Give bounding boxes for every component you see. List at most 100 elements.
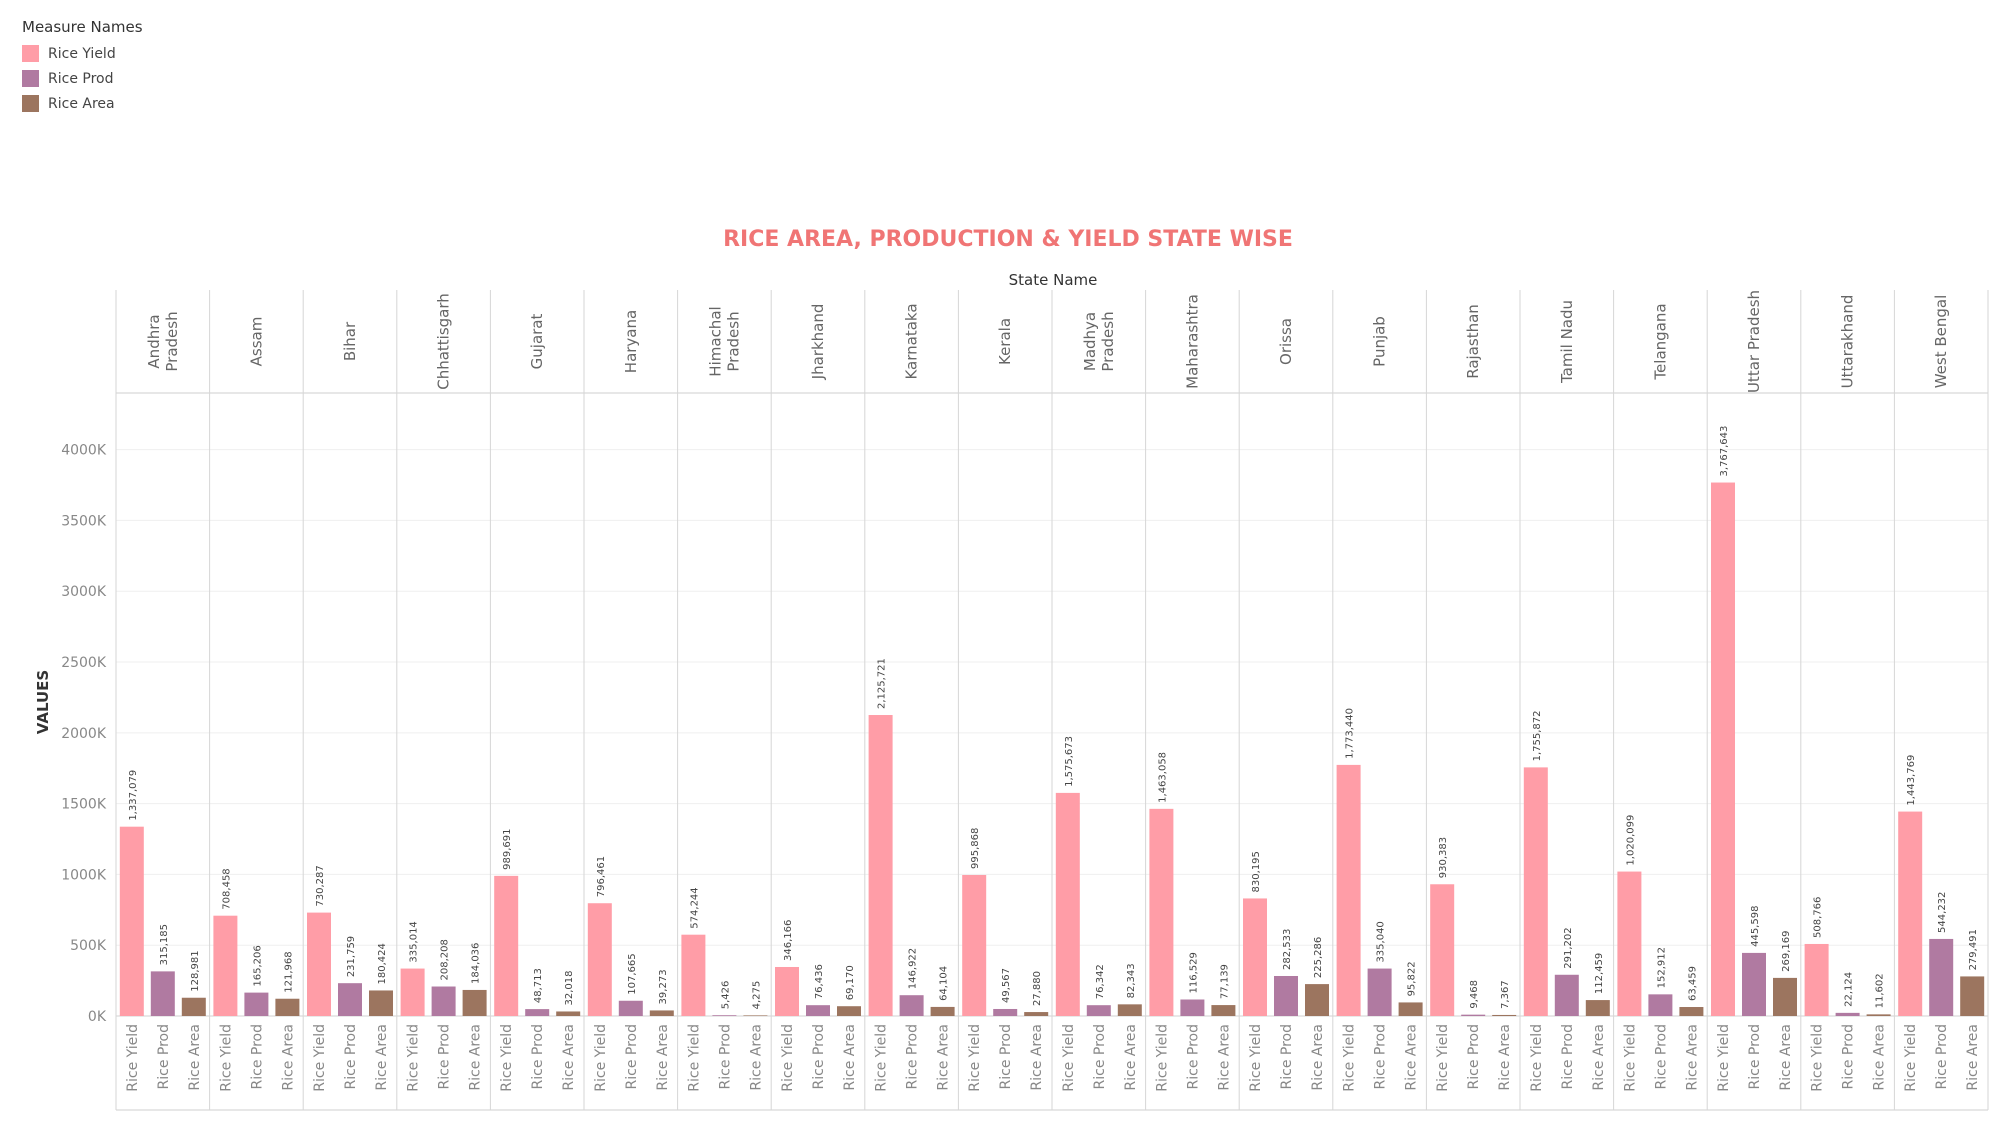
state-name-label: Maharashtra — [1183, 294, 1201, 389]
bar-rice-yield — [962, 874, 987, 1016]
y-tick-label: 0K — [88, 1009, 107, 1025]
measure-tick-label: Rice Area — [748, 1024, 764, 1091]
y-tick-label: 3000K — [61, 584, 107, 600]
data-label: 1,463,058 — [1157, 752, 1168, 803]
state-name-line: Jharkhand — [809, 304, 827, 381]
data-label: 128,981 — [190, 950, 201, 991]
bar-rice-yield — [1804, 943, 1829, 1016]
measure-tick-label: Rice Area — [936, 1024, 952, 1091]
y-tick-label: 3500K — [61, 513, 107, 529]
bar-rice-area — [1398, 1002, 1423, 1016]
measure-tick-label: Rice Yield — [1154, 1024, 1170, 1092]
data-label: 2,125,721 — [877, 658, 888, 709]
measure-tick-label: Rice Prod — [717, 1024, 733, 1089]
data-label: 152,912 — [1656, 947, 1667, 988]
data-label: 121,968 — [283, 951, 294, 992]
legend-item-rice-yield[interactable]: Rice Yield — [22, 41, 143, 66]
bar-rice-area — [1866, 1014, 1891, 1016]
data-label: 231,759 — [346, 936, 357, 977]
state-name-label: Punjab — [1371, 316, 1389, 367]
bar-rice-prod — [525, 1009, 550, 1016]
measure-tick-label: Rice Area — [1497, 1024, 1513, 1091]
state-name-line: Chhattisgarh — [435, 293, 453, 390]
bar-rice-area — [743, 1015, 768, 1016]
measure-tick-label: Rice Yield — [499, 1024, 515, 1092]
state-name-label: MadhyaPradesh — [1081, 311, 1117, 371]
state-name-label: Uttar Pradesh — [1745, 290, 1763, 393]
measure-tick-label: Rice Prod — [1560, 1024, 1576, 1089]
measure-tick-label: Rice Prod — [1373, 1024, 1389, 1089]
data-label: 27,880 — [1032, 971, 1043, 1006]
measure-tick-label: Rice Yield — [1529, 1024, 1545, 1092]
measure-tick-label: Rice Area — [1778, 1024, 1794, 1091]
state-name-label: Tamil Nadu — [1558, 300, 1576, 384]
bar-rice-yield — [1523, 767, 1548, 1016]
bar-rice-prod — [431, 986, 456, 1016]
state-name-line: Himachal — [706, 306, 724, 376]
measure-tick-label: Rice Prod — [1747, 1024, 1763, 1089]
data-label: 64,104 — [939, 966, 950, 1001]
y-tick-label: 4000K — [61, 443, 107, 459]
state-name-label: Assam — [247, 317, 265, 367]
data-label: 445,598 — [1750, 906, 1761, 947]
data-label: 3,767,643 — [1719, 426, 1730, 477]
data-label: 63,459 — [1687, 966, 1698, 1001]
legend-label: Rice Yield — [48, 45, 116, 62]
data-label: 508,766 — [1813, 897, 1824, 938]
bar-rice-yield — [307, 912, 331, 1016]
data-label: 116,529 — [1188, 952, 1199, 993]
bar-rice-area — [1024, 1012, 1049, 1016]
data-label: 989,691 — [502, 829, 513, 870]
data-label: 11,602 — [1875, 973, 1886, 1008]
bar-rice-yield — [494, 875, 519, 1016]
data-label: 225,286 — [1313, 937, 1324, 978]
data-label: 22,124 — [1844, 972, 1855, 1007]
measure-tick-label: Rice Yield — [406, 1024, 422, 1092]
data-label: 76,342 — [1095, 964, 1106, 999]
measure-tick-label: Rice Yield — [1342, 1024, 1358, 1092]
data-label: 82,343 — [1126, 963, 1137, 998]
bar-rice-yield — [1149, 808, 1174, 1016]
measure-tick-label: Rice Yield — [125, 1024, 141, 1092]
measure-tick-label: Rice Prod — [1185, 1024, 1201, 1089]
data-label: 1,575,673 — [1064, 736, 1075, 787]
data-label: 69,170 — [845, 965, 856, 1000]
state-name-line: Bihar — [341, 321, 359, 361]
bar-rice-area — [1679, 1007, 1704, 1016]
data-label: 77,139 — [1219, 964, 1230, 999]
data-label: 1,337,079 — [128, 770, 139, 821]
bar-rice-prod — [1180, 999, 1205, 1016]
data-label: 544,232 — [1937, 892, 1948, 933]
state-name-label: Chhattisgarh — [435, 293, 453, 390]
data-label: 830,195 — [1251, 851, 1262, 892]
legend-swatch-rice-prod — [22, 70, 39, 87]
measure-tick-label: Rice Prod — [998, 1024, 1014, 1089]
bar-rice-prod — [338, 983, 362, 1016]
measure-tick-label: Rice Prod — [1279, 1024, 1295, 1089]
state-name-line: Uttarakhand — [1839, 295, 1857, 389]
data-label: 346,166 — [783, 920, 794, 961]
state-name-line: Pradesh — [724, 311, 742, 371]
bar-rice-prod — [150, 971, 175, 1016]
bar-rice-prod — [712, 1015, 737, 1016]
data-label: 49,567 — [1001, 968, 1012, 1003]
legend-item-rice-prod[interactable]: Rice Prod — [22, 66, 143, 91]
y-tick-label: 1500K — [61, 797, 107, 813]
measure-tick-label: Rice Yield — [1716, 1024, 1732, 1092]
bar-rice-area — [1773, 977, 1797, 1016]
column-header: State Name — [1009, 271, 1098, 289]
legend-title: Measure Names — [22, 18, 143, 36]
measure-tick-label: Rice Area — [1872, 1024, 1888, 1091]
measure-tick-label: Rice Yield — [1435, 1024, 1451, 1092]
bar-rice-prod — [899, 995, 924, 1016]
bar-rice-prod — [618, 1000, 643, 1016]
measure-tick-label: Rice Area — [842, 1024, 858, 1091]
measure-tick-label: Rice Prod — [1934, 1024, 1950, 1089]
data-label: 279,491 — [1968, 929, 1979, 970]
legend-item-rice-area[interactable]: Rice Area — [22, 91, 143, 116]
state-name-line: Kerala — [996, 318, 1014, 365]
bar-rice-prod — [1648, 994, 1673, 1016]
measure-tick-label: Rice Area — [1965, 1024, 1981, 1091]
bar-rice-yield — [213, 915, 238, 1016]
